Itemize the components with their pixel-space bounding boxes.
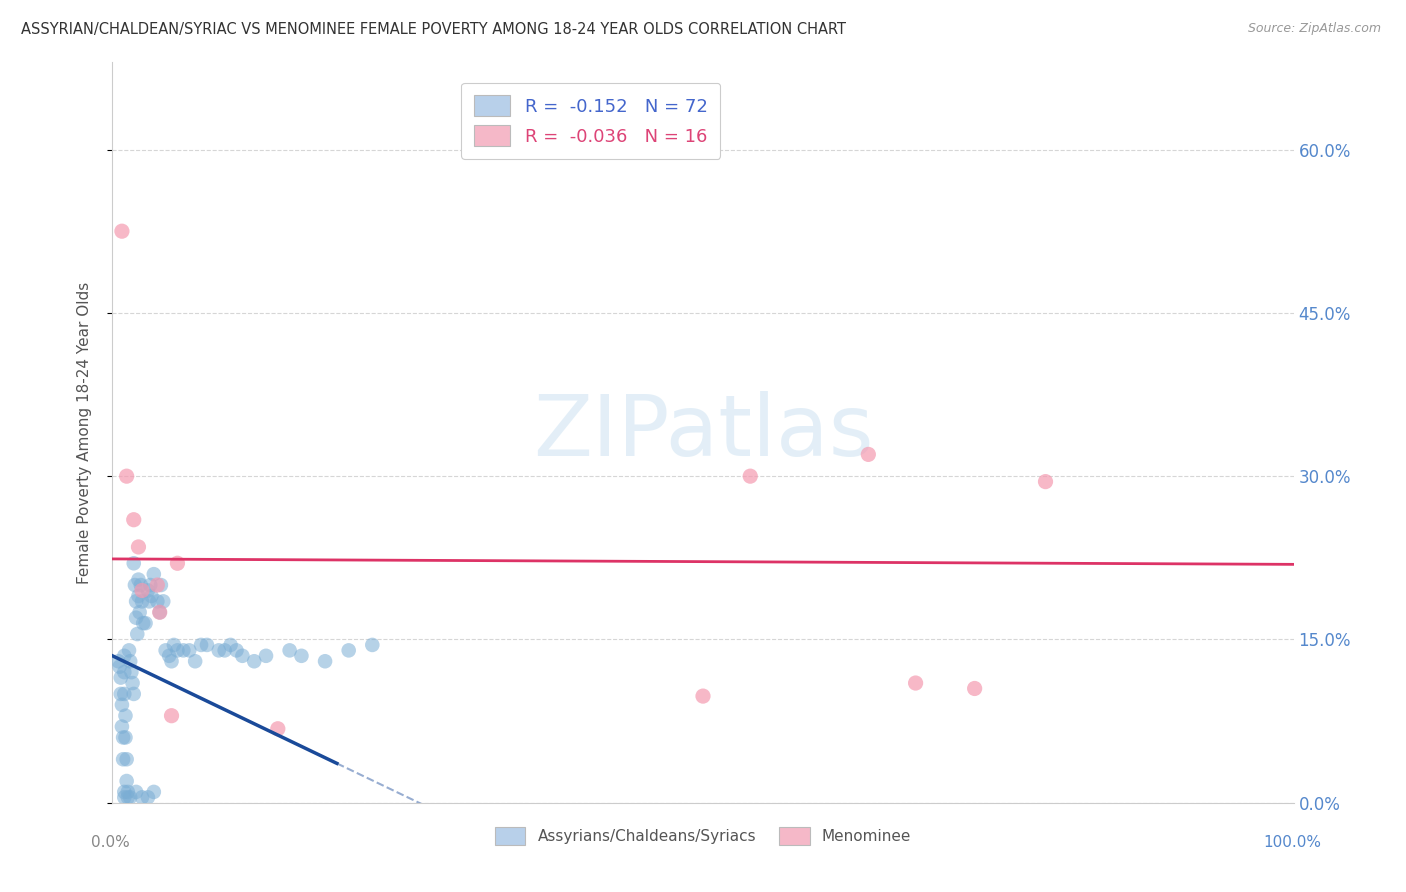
Point: [122, 513, 145, 527]
Point: [149, 605, 172, 619]
Point: [1035, 475, 1057, 489]
Point: [166, 556, 188, 570]
Point: [160, 654, 183, 668]
Point: [858, 447, 880, 461]
Point: [290, 648, 312, 663]
Point: [127, 627, 149, 641]
Y-axis label: Female Poverty Among 18-24 Year Olds: Female Poverty Among 18-24 Year Olds: [77, 282, 91, 583]
Point: [111, 720, 134, 734]
Point: [254, 648, 277, 663]
Legend: Assyrians/Chaldeans/Syriacs, Menominee: Assyrians/Chaldeans/Syriacs, Menominee: [489, 821, 917, 851]
Point: [111, 698, 134, 712]
Point: [117, 785, 139, 799]
Point: [131, 790, 153, 805]
Point: [129, 578, 152, 592]
Point: [118, 643, 141, 657]
Point: [166, 643, 188, 657]
Point: [361, 638, 384, 652]
Point: [152, 594, 174, 608]
Point: [114, 731, 136, 745]
Point: [115, 752, 138, 766]
Point: [127, 589, 149, 603]
Point: [112, 785, 135, 799]
Point: [128, 605, 150, 619]
Point: [111, 224, 134, 238]
Text: 0.0%: 0.0%: [91, 836, 131, 850]
Point: [112, 687, 135, 701]
Point: [278, 643, 301, 657]
Point: [214, 643, 236, 657]
Point: [155, 643, 177, 657]
Point: [136, 583, 159, 598]
Point: [138, 594, 160, 608]
Point: [112, 790, 135, 805]
Point: [125, 785, 148, 799]
Point: [149, 578, 172, 592]
Text: 100.0%: 100.0%: [1264, 836, 1322, 850]
Point: [131, 583, 153, 598]
Point: [125, 594, 148, 608]
Point: [115, 469, 138, 483]
Point: [179, 643, 201, 657]
Point: [120, 665, 142, 680]
Point: [146, 594, 169, 608]
Point: [243, 654, 266, 668]
Point: [314, 654, 336, 668]
Point: [337, 643, 360, 657]
Point: [120, 654, 142, 668]
Point: [190, 638, 212, 652]
Point: [121, 676, 143, 690]
Point: [135, 616, 157, 631]
Point: [157, 648, 180, 663]
Text: ZIPatlas: ZIPatlas: [533, 391, 873, 475]
Point: [904, 676, 927, 690]
Point: [740, 469, 762, 483]
Point: [112, 648, 135, 663]
Text: ASSYRIAN/CHALDEAN/SYRIAC VS MENOMINEE FEMALE POVERTY AMONG 18-24 YEAR OLDS CORRE: ASSYRIAN/CHALDEAN/SYRIAC VS MENOMINEE FE…: [21, 22, 846, 37]
Point: [195, 638, 218, 652]
Point: [124, 578, 146, 592]
Point: [115, 774, 138, 789]
Text: Source: ZipAtlas.com: Source: ZipAtlas.com: [1247, 22, 1381, 36]
Point: [122, 556, 145, 570]
Point: [132, 616, 155, 631]
Point: [136, 790, 159, 805]
Point: [131, 594, 153, 608]
Point: [108, 659, 131, 673]
Point: [963, 681, 986, 696]
Point: [219, 638, 242, 652]
Point: [142, 567, 165, 582]
Point: [112, 665, 135, 680]
Point: [120, 790, 142, 805]
Point: [139, 578, 162, 592]
Point: [146, 578, 169, 592]
Point: [208, 643, 231, 657]
Point: [231, 648, 253, 663]
Point: [127, 540, 149, 554]
Point: [122, 687, 145, 701]
Point: [184, 654, 207, 668]
Point: [107, 654, 129, 668]
Point: [125, 611, 148, 625]
Point: [112, 752, 135, 766]
Point: [267, 722, 290, 736]
Point: [142, 785, 165, 799]
Point: [225, 643, 247, 657]
Point: [149, 605, 172, 619]
Point: [160, 708, 183, 723]
Point: [692, 689, 714, 703]
Point: [172, 643, 194, 657]
Point: [163, 638, 186, 652]
Point: [127, 573, 149, 587]
Point: [114, 708, 136, 723]
Point: [141, 589, 163, 603]
Point: [110, 687, 132, 701]
Point: [112, 731, 135, 745]
Point: [117, 790, 139, 805]
Point: [110, 671, 132, 685]
